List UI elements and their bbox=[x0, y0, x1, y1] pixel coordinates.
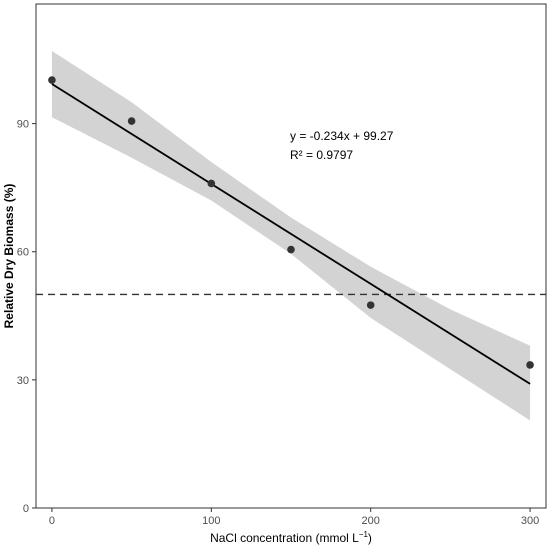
confidence-band-layer bbox=[51, 50, 531, 421]
x-axis-ticks: 0 100 200 300 bbox=[49, 508, 539, 527]
points-layer bbox=[48, 76, 534, 369]
y-tick-label-30: 30 bbox=[17, 375, 29, 387]
fit-line-layer bbox=[51, 83, 531, 385]
data-point-4 bbox=[366, 301, 375, 309]
data-point-1 bbox=[127, 117, 136, 125]
x-axis-title-suffix: ) bbox=[368, 531, 372, 545]
panel-border bbox=[35, 3, 547, 509]
r-squared-label: R² = 0.9797 bbox=[290, 148, 353, 162]
x-axis-title-main: NaCl concentration (mmol L bbox=[210, 531, 359, 545]
y-tick-label-60: 60 bbox=[17, 247, 29, 259]
y-tick-label-90: 90 bbox=[17, 119, 29, 131]
regression-equation: y = -0.234x + 99.27 bbox=[290, 129, 394, 143]
x-axis-title-superscript: −1 bbox=[359, 530, 369, 539]
x-tick-label-100: 100 bbox=[202, 515, 220, 527]
y-axis-ticks: 0 30 60 90 bbox=[17, 119, 36, 515]
x-tick-label-200: 200 bbox=[362, 515, 380, 527]
y-axis-title: Relative Dry Biomass (%) bbox=[2, 184, 16, 329]
x-axis-title: NaCl concentration (mmol L−1) bbox=[210, 530, 372, 545]
x-tick-label-0: 0 bbox=[49, 515, 55, 527]
data-point-5 bbox=[526, 361, 534, 369]
data-point-0 bbox=[48, 76, 56, 84]
regression-line bbox=[51, 83, 531, 385]
data-point-2 bbox=[207, 179, 216, 188]
data-point-3 bbox=[287, 245, 295, 254]
confidence-band bbox=[51, 50, 531, 421]
y-tick-label-0: 0 bbox=[23, 503, 29, 515]
x-tick-label-300: 300 bbox=[521, 515, 539, 527]
